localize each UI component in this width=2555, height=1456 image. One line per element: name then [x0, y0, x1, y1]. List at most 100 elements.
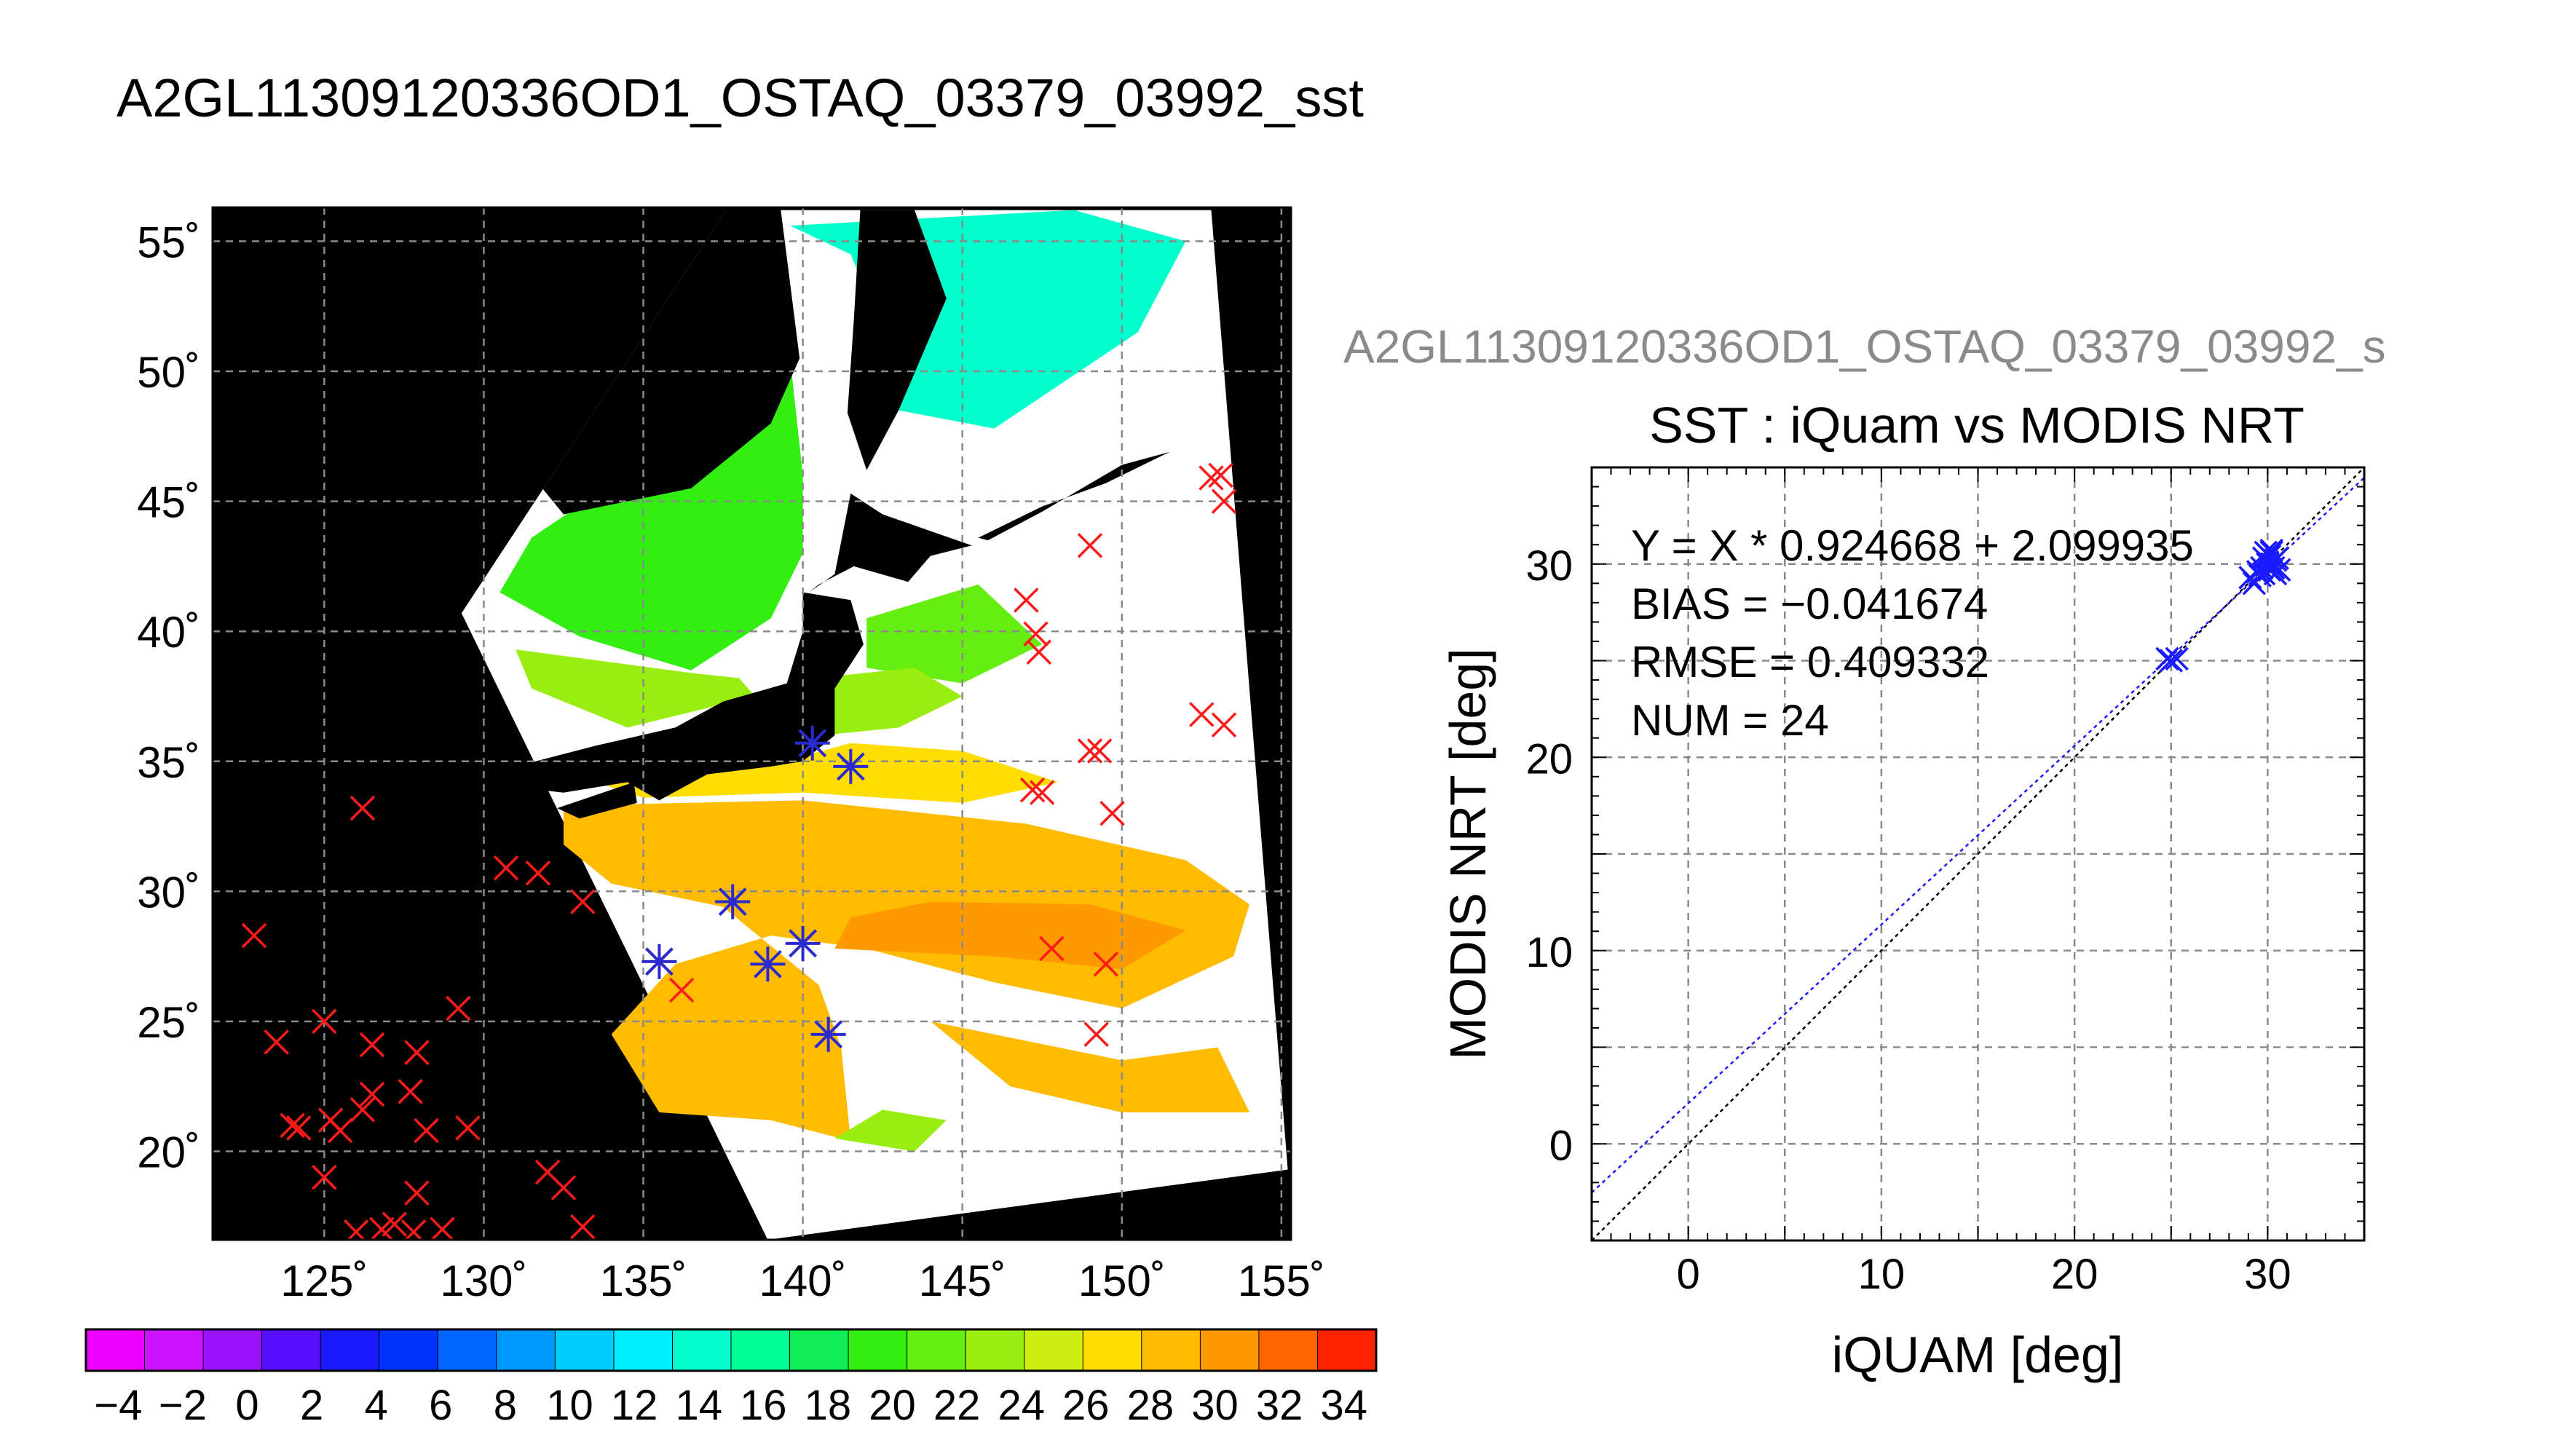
- x-tick-label: 20: [2051, 1251, 2098, 1298]
- colorbar-swatch: [730, 1329, 791, 1372]
- matchup-marker-in-swath: [833, 748, 869, 784]
- matchup-marker: [286, 1115, 312, 1141]
- colorbar-swatch: [1199, 1329, 1260, 1372]
- matchup-marker: [1077, 533, 1103, 558]
- matchup-marker: [430, 1216, 455, 1240]
- matchup-marker: [493, 855, 519, 881]
- lat-label: 35˚: [137, 738, 200, 787]
- colorbar-swatch: [789, 1329, 850, 1372]
- matchup-marker-in-swath: [715, 884, 751, 919]
- matchup-marker: [455, 1115, 481, 1141]
- lon-labels: 125˚ 130˚ 135˚ 140˚ 145˚ 150˚ 155˚: [280, 1257, 1325, 1305]
- matchup-marker: [550, 1175, 577, 1200]
- stat-line: NUM = 24: [1631, 696, 1829, 745]
- matchup-marker: [1026, 639, 1052, 665]
- matchup-marker: [1208, 462, 1233, 488]
- lon-label: 130˚: [440, 1257, 527, 1305]
- matchup-marker: [1083, 1021, 1109, 1048]
- matchup-marker: [1029, 780, 1055, 805]
- colorbar-label: 22: [933, 1382, 981, 1429]
- lat-label: 45˚: [137, 478, 200, 527]
- matchup-marker-in-swath: [810, 1016, 846, 1052]
- matchup-marker: [404, 1180, 430, 1206]
- colorbar-label: 32: [1256, 1382, 1303, 1429]
- matchup-marker: [525, 860, 551, 886]
- sst-region: [834, 1109, 947, 1152]
- matchup-marker: [404, 1040, 430, 1066]
- colorbar-swatch: [261, 1329, 322, 1372]
- page-title: A2GL11309120336OD1_OSTAQ_03379_03992_sst: [117, 68, 1364, 128]
- colorbar-labels: −4 −2 0 2 4 6 8 10 12 14 16 18 20 22 24 26 28 30 32 34: [94, 1382, 1367, 1429]
- colorbar-label: 6: [429, 1382, 452, 1429]
- matchup-marker: [350, 1097, 376, 1123]
- x-tick-label: 30: [2244, 1251, 2291, 1298]
- colorbar-swatch: [907, 1329, 967, 1372]
- matchup-marker: [1019, 777, 1046, 803]
- sst-region: [930, 1021, 1249, 1112]
- matchup-marker: [668, 977, 695, 1003]
- matchup-marker: [1014, 587, 1039, 613]
- colorbar-label: 16: [740, 1382, 787, 1429]
- matchup-marker: [350, 795, 376, 821]
- colorbar-swatch: [1141, 1329, 1201, 1372]
- colorbar-label: 2: [300, 1382, 323, 1429]
- colorbar-label: 10: [546, 1382, 593, 1429]
- lon-label: 155˚: [1238, 1257, 1325, 1305]
- matchup-marker: [359, 1032, 385, 1058]
- lon-label: 135˚: [599, 1257, 687, 1305]
- lat-labels: 55˚ 50˚ 45˚ 40˚ 35˚ 30˚ 25˚ 20˚: [137, 218, 200, 1176]
- matchup-marker-in-swath: [641, 943, 677, 979]
- lon-label: 145˚: [919, 1257, 1006, 1305]
- scatter-subtitle: A2GL11309120336OD1_OSTAQ_03379_03992_s: [1343, 320, 2386, 373]
- matchup-marker: [1211, 712, 1237, 738]
- y-tick-label: 10: [1525, 929, 1573, 976]
- matchup-marker: [264, 1029, 289, 1055]
- colorbar-swatch: [1258, 1329, 1319, 1372]
- matchup-marker: [1086, 738, 1113, 764]
- matchup-marker: [446, 995, 471, 1021]
- matchup-marker-in-swath: [750, 946, 786, 982]
- colorbar-swatch: [671, 1329, 732, 1372]
- colorbar-frame: [84, 1328, 1378, 1372]
- lon-label: 150˚: [1078, 1257, 1166, 1305]
- scatter-point: [2256, 552, 2280, 576]
- colorbar-label: 0: [235, 1382, 258, 1429]
- sst-region: [564, 800, 1249, 1142]
- matchup-marker: [368, 1216, 395, 1240]
- x-tick-label: 0: [1676, 1251, 1699, 1298]
- colorbar-label: 30: [1191, 1382, 1239, 1429]
- colorbar-label: 28: [1127, 1382, 1174, 1429]
- one-to-one-line: [1592, 467, 2364, 1241]
- matchup-marker: [359, 1081, 385, 1107]
- colorbar-label: 34: [1320, 1382, 1367, 1429]
- colorbar-swatch: [1082, 1329, 1142, 1372]
- scatter-lines: [1592, 467, 2364, 1241]
- scatter-ylabel: MODIS NRT [deg]: [1440, 648, 1496, 1059]
- lat-label: 55˚: [137, 218, 200, 266]
- matchup-marker: [1077, 738, 1103, 764]
- y-tick-label: 0: [1549, 1122, 1573, 1169]
- scatter-panel: A2GL11309120336OD1_OSTAQ_03379_03992_s S…: [1343, 320, 2386, 1383]
- x-tick-label: 10: [1858, 1251, 1906, 1298]
- matchup-marker: [1198, 465, 1224, 491]
- lat-label: 50˚: [137, 348, 200, 397]
- matchup-marker: [382, 1211, 407, 1237]
- matchup-marker: [570, 889, 596, 914]
- colorbar-swatch: [379, 1329, 439, 1372]
- colorbar-swatch: [1316, 1329, 1378, 1372]
- colorbar-swatch: [554, 1329, 615, 1372]
- colorbar-label: 26: [1062, 1382, 1110, 1429]
- land-polygon: [809, 493, 972, 593]
- scatter-stats: Y = X * 0.924668 + 2.099935 BIAS = −0.041…: [1631, 521, 2194, 745]
- lon-label: 125˚: [280, 1257, 368, 1305]
- colorbar: −4 −2 0 2 4 6 8 10 12 14 16 18 20 22 24 26 28 30 32 34: [84, 1328, 1378, 1429]
- colorbar-swatch: [202, 1329, 263, 1372]
- colorbar-label: 24: [998, 1382, 1045, 1429]
- stat-line: RMSE = 0.409332: [1631, 638, 1989, 687]
- colorbar-swatch: [85, 1329, 146, 1372]
- matchup-marker-in-swath: [794, 725, 830, 761]
- sst-region: [816, 668, 963, 736]
- colorbar-label: 8: [494, 1382, 517, 1429]
- matchup-markers: [241, 462, 1237, 1240]
- y-tick-label: 30: [1525, 542, 1573, 590]
